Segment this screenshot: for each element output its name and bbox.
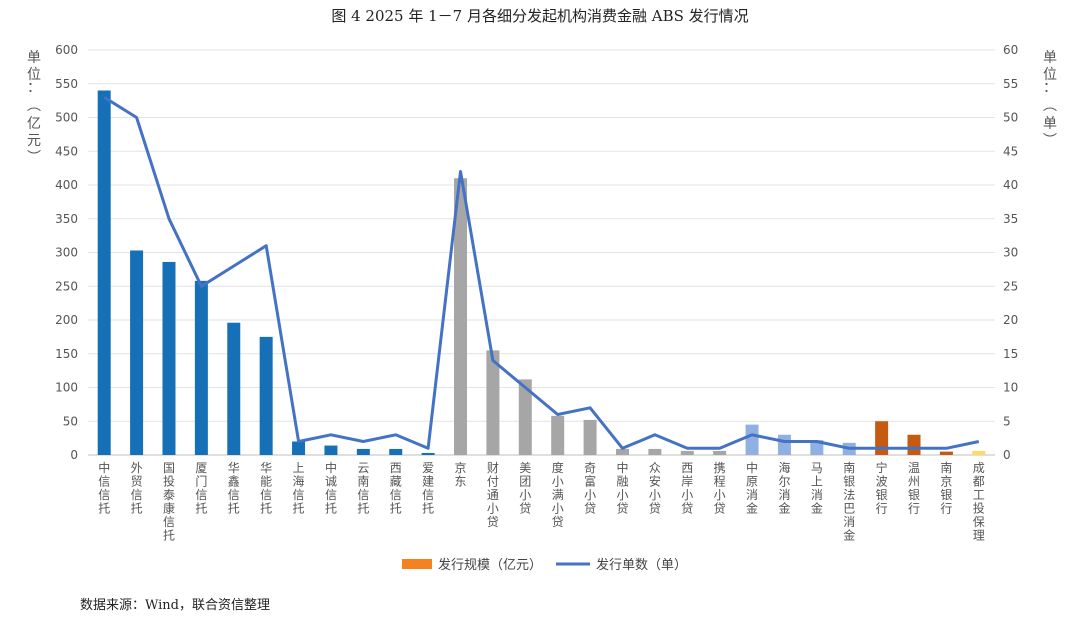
category-label: 南京银行 xyxy=(940,460,952,516)
left-tick-label: 200 xyxy=(55,313,78,327)
left-tick-label: 300 xyxy=(55,246,78,260)
bar-马上消金 xyxy=(810,440,824,455)
gridlines xyxy=(88,49,995,456)
bar-爱建信托 xyxy=(421,452,435,455)
category-labels: 中信信托 外贸信托 国投泰康信托 厦门信托 华鑫信托 华能信托 上海信托 中诚信托 云南信托 西藏… xyxy=(98,460,985,543)
bar-国投泰康信托 xyxy=(162,261,176,455)
category-label: 西藏信托 xyxy=(390,461,402,516)
bar-云南信托 xyxy=(356,448,370,455)
category-label: 温州银行 xyxy=(908,461,920,516)
right-tick-label: 0 xyxy=(1003,448,1011,462)
right-tick-label: 50 xyxy=(1003,111,1018,125)
bar-财付通小贷 xyxy=(486,350,500,455)
bar-厦门信托 xyxy=(194,280,208,455)
issuance-count-line xyxy=(103,96,980,450)
category-label: 财付通小贷 xyxy=(487,461,499,529)
right-tick-label: 60 xyxy=(1003,43,1018,57)
legend: 发行规模（亿元） 发行单数（单） xyxy=(402,557,687,573)
right-tick-label: 35 xyxy=(1003,212,1018,226)
category-label: 海尔消金 xyxy=(778,460,790,516)
bar-宁波银行 xyxy=(875,421,889,455)
right-axis-label: 单位：︵单︶ xyxy=(1043,50,1057,149)
left-axis-label: 单位：︵亿元︶ xyxy=(27,50,41,166)
left-tick-label: 500 xyxy=(55,111,78,125)
bar-京东 xyxy=(454,178,468,455)
category-label: 华鑫信托 xyxy=(228,461,240,516)
left-tick-label: 350 xyxy=(55,212,78,226)
chart-title: 图 4 2025 年 1－7 月各细分发起机构消费金融 ABS 发行情况 xyxy=(331,7,748,25)
left-label-text: 单位：︵亿元︶ xyxy=(27,50,41,166)
category-label: 外贸信托 xyxy=(131,461,143,516)
bar-上海信托 xyxy=(292,441,306,455)
category-label: 中融小贷 xyxy=(616,460,628,516)
right-tick-label: 20 xyxy=(1003,313,1018,327)
category-label: 度小满小贷 xyxy=(552,460,564,529)
category-label: 京东 xyxy=(455,461,467,489)
category-label: 爱建信托 xyxy=(422,461,434,516)
legend-label-line: 发行单数（单） xyxy=(596,557,687,573)
bar-温州银行 xyxy=(907,434,921,455)
bar-西藏信托 xyxy=(389,448,403,455)
category-label: 成都工投保理 xyxy=(973,461,985,543)
bar-华鑫信托 xyxy=(227,322,241,455)
legend-label-bar: 发行规模（亿元） xyxy=(438,557,542,573)
bar-度小满小贷 xyxy=(551,415,565,455)
category-label: 华能信托 xyxy=(260,461,272,516)
bar-外贸信托 xyxy=(130,250,144,455)
category-label: 上海信托 xyxy=(293,461,305,516)
left-axis-ticks: 0 50 100 150 200 250 300 350 400 450 500 550 600 xyxy=(55,43,78,462)
bar-华能信托 xyxy=(259,336,273,455)
right-tick-label: 30 xyxy=(1003,246,1018,260)
bar-中信信托 xyxy=(97,90,111,455)
category-label: 宁波银行 xyxy=(876,460,888,516)
bar-中诚信托 xyxy=(324,445,338,455)
category-label: 厦门信托 xyxy=(195,461,207,516)
left-tick-label: 550 xyxy=(55,77,78,91)
category-label: 美团小贷 xyxy=(519,461,531,516)
right-tick-label: 5 xyxy=(1003,414,1011,428)
right-axis-ticks: 0 5 10 15 20 25 30 35 40 45 50 55 60 xyxy=(1003,43,1018,462)
bar-南京银行 xyxy=(939,451,953,455)
left-tick-label: 400 xyxy=(55,178,78,192)
left-tick-label: 100 xyxy=(55,381,78,395)
bar-成都工投保理 xyxy=(972,450,986,455)
left-tick-label: 450 xyxy=(55,144,78,158)
right-label-text: 单位：︵单︶ xyxy=(1043,50,1057,149)
category-label: 中原消金 xyxy=(746,460,758,516)
left-tick-label: 0 xyxy=(70,448,78,462)
right-tick-label: 15 xyxy=(1003,347,1018,361)
left-tick-label: 150 xyxy=(55,347,78,361)
category-label: 中信信托 xyxy=(98,460,110,516)
bar-中原消金 xyxy=(745,424,759,455)
bar-series xyxy=(97,90,986,455)
right-tick-label: 25 xyxy=(1003,279,1018,293)
right-tick-label: 40 xyxy=(1003,178,1018,192)
left-tick-label: 600 xyxy=(55,43,78,57)
bar-美团小贷 xyxy=(518,379,532,455)
category-label: 南银法巴消金 xyxy=(843,460,855,543)
bar-携程小贷 xyxy=(713,450,727,455)
bar-奇富小贷 xyxy=(583,419,597,455)
category-label: 携程小贷 xyxy=(714,460,726,516)
left-tick-label: 250 xyxy=(55,279,78,293)
bar-众安小贷 xyxy=(648,448,662,455)
right-tick-label: 45 xyxy=(1003,144,1018,158)
left-tick-label: 50 xyxy=(63,414,78,428)
bar-中融小贷 xyxy=(615,448,629,455)
right-tick-label: 10 xyxy=(1003,381,1018,395)
right-tick-label: 55 xyxy=(1003,77,1018,91)
legend-swatch-bar xyxy=(402,559,432,569)
category-label: 国投泰康信托 xyxy=(163,461,175,543)
category-label: 西岸小贷 xyxy=(681,461,693,516)
category-label: 中诚信托 xyxy=(325,460,337,516)
data-source-note: 数据来源：Wind，联合资信整理 xyxy=(80,598,270,613)
category-label: 众安小贷 xyxy=(649,461,661,516)
category-label: 奇富小贷 xyxy=(584,461,596,516)
bar-海尔消金 xyxy=(777,434,791,455)
bar-西岸小贷 xyxy=(680,450,694,455)
category-label: 云南信托 xyxy=(357,461,369,516)
category-label: 马上消金 xyxy=(811,461,823,516)
line-series xyxy=(103,96,980,450)
